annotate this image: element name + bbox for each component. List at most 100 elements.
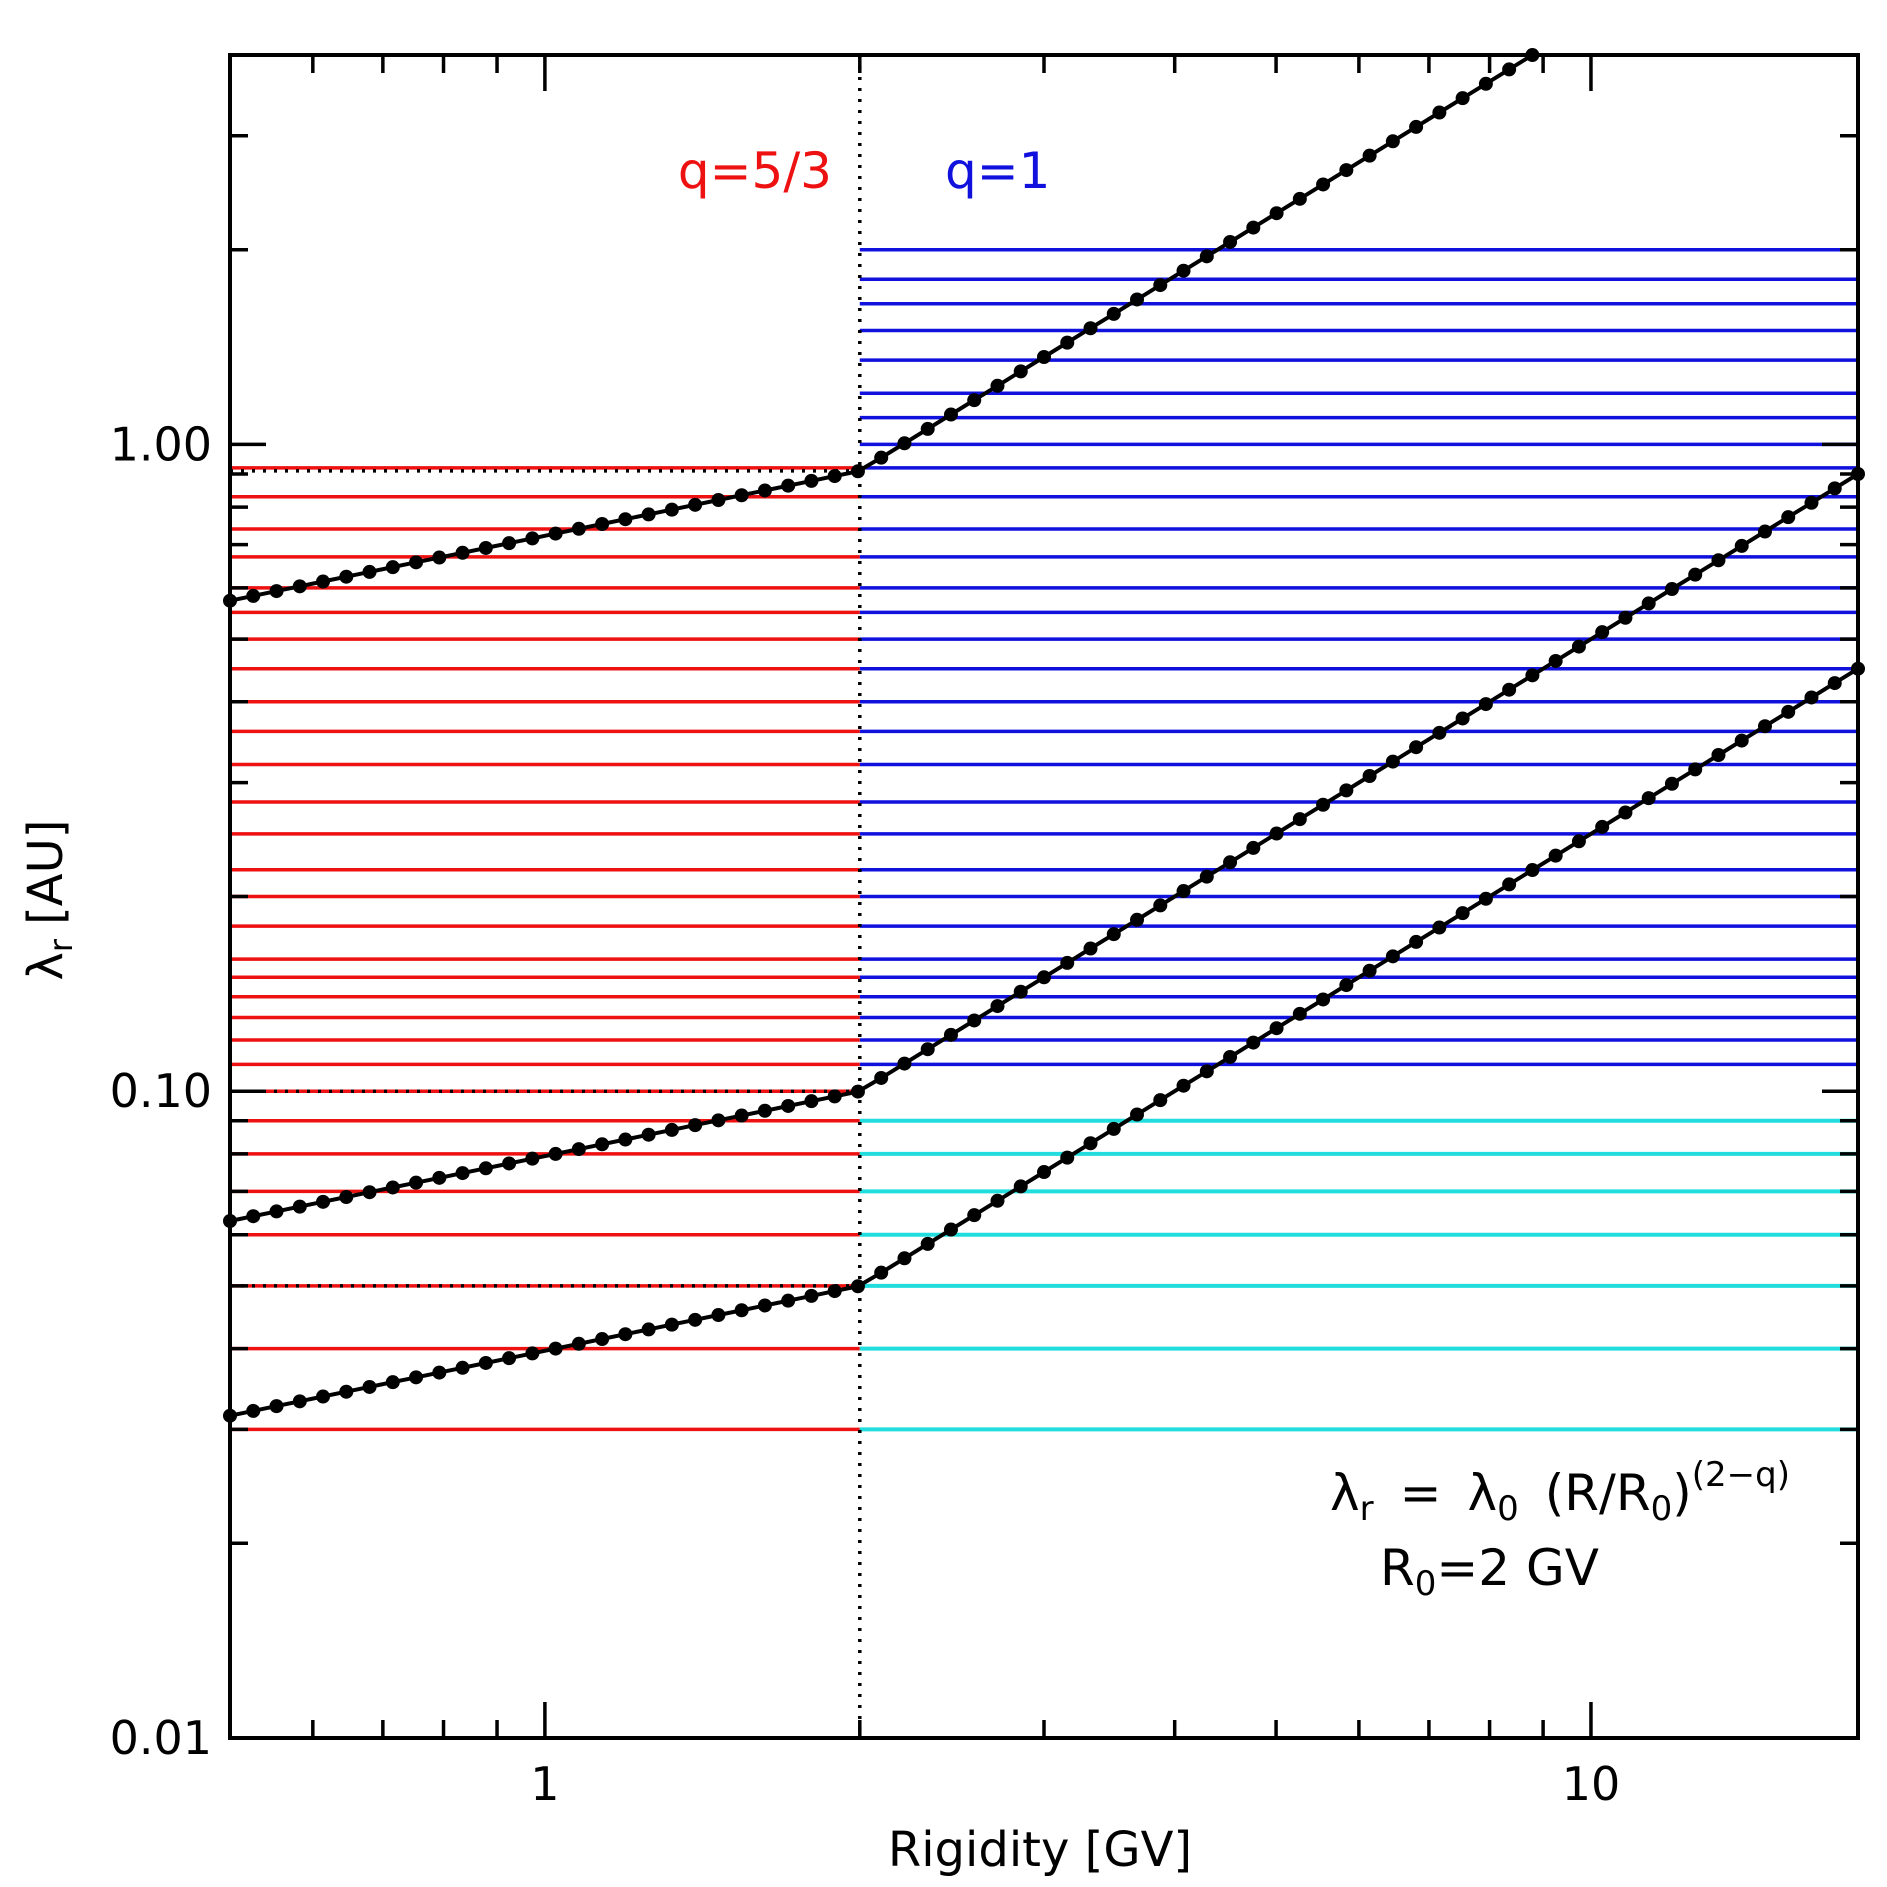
curve-point [478,1355,493,1370]
curve-point [827,1284,842,1299]
curve-point [1106,306,1121,321]
curve-point [1409,119,1424,134]
curve-point [1339,783,1354,798]
curve-point [1478,76,1493,91]
curve-point [1502,682,1517,697]
curve-point [1083,321,1098,336]
curve-point [1502,877,1517,892]
formula-r-sub: r [1360,1489,1374,1529]
curve-point [525,1151,540,1166]
curve-point [1292,191,1307,206]
curve-point [409,555,424,570]
curve-point [943,1027,958,1042]
curve-point [827,1089,842,1104]
curve-point [688,1118,703,1133]
curve-point [1316,177,1331,192]
curve-point [1455,711,1470,726]
curve-point [664,1317,679,1332]
curve-point [757,483,772,498]
curve-point [1060,1150,1075,1165]
curve-line [229,53,1534,603]
curve-point [1734,538,1749,553]
curve-point [1618,610,1633,625]
curve-point [316,574,331,589]
curve-point [1478,891,1493,906]
curve-point [1781,510,1796,525]
curve-point [1176,263,1191,278]
curve-point [850,1279,865,1294]
curve-point [618,1132,633,1147]
curve-point [897,1056,912,1071]
curve-point [292,1394,307,1409]
curve-point [432,550,447,565]
curve-point [1223,234,1238,249]
curve-point [874,450,889,465]
curve-point [967,393,982,408]
curve-point [664,1122,679,1137]
curve-point [711,493,726,508]
curve-point [1130,912,1145,927]
curve-point [595,517,610,532]
curve-point [1827,676,1842,691]
curve-point [688,497,703,512]
curve-point [246,1209,261,1224]
curve-point [1688,567,1703,582]
curve-point [897,436,912,451]
curve-point [1618,805,1633,820]
curve-point [385,560,400,575]
curve-point [1106,1121,1121,1136]
curve-point [595,1332,610,1347]
curve-point [1525,668,1540,683]
curve-point [641,1127,656,1142]
curve-point [757,1103,772,1118]
y-axis-subscript: r [42,938,80,952]
curve-point [409,1370,424,1385]
curve-point [478,540,493,555]
curve-point [409,1175,424,1190]
curve-point [943,407,958,422]
curve-point [1827,481,1842,496]
curve-point [1037,350,1051,365]
curve-point [316,1389,331,1404]
curve-point [1362,768,1377,783]
curve-point [292,1199,307,1214]
curve-point [1083,941,1098,956]
curve-point [1292,812,1307,827]
curve-point [1409,934,1424,949]
curve-point [1478,697,1493,712]
curve-point [1432,725,1447,740]
curve-point [1316,992,1331,1007]
curve-point [1199,249,1214,264]
y-tick-label: 0.10 [110,1064,212,1118]
curve-point [1362,148,1377,163]
curve-point [525,531,540,546]
curve-point [1432,920,1447,935]
curve-point [688,1312,703,1327]
curve-point [385,1375,400,1390]
curve-point [804,473,819,488]
curve-point [1455,91,1470,106]
r0-prefix: R [1380,1539,1415,1597]
curve-point [1339,978,1354,993]
curve-point [734,1303,749,1318]
curve-point [1781,704,1796,719]
curve-point [711,1308,726,1323]
curve-point [1525,863,1540,878]
curve-point [432,1365,447,1380]
curve-point [1269,1021,1284,1036]
curve-point [850,464,865,479]
curve-point [804,1094,819,1109]
curve-point [874,1265,889,1280]
curve-point [1060,955,1075,970]
curve-point [246,588,261,603]
curve-point [1362,963,1377,978]
curve-point [1269,206,1284,221]
curve-point [1734,733,1749,748]
curve-point [1292,1006,1307,1021]
q-high-label: q=1 [945,142,1050,200]
curve-point [664,502,679,517]
x-axis-title: Rigidity [GV] [888,1822,1192,1878]
curve-point [1246,220,1261,235]
curve-point [920,421,935,436]
curve-point [1106,927,1121,942]
